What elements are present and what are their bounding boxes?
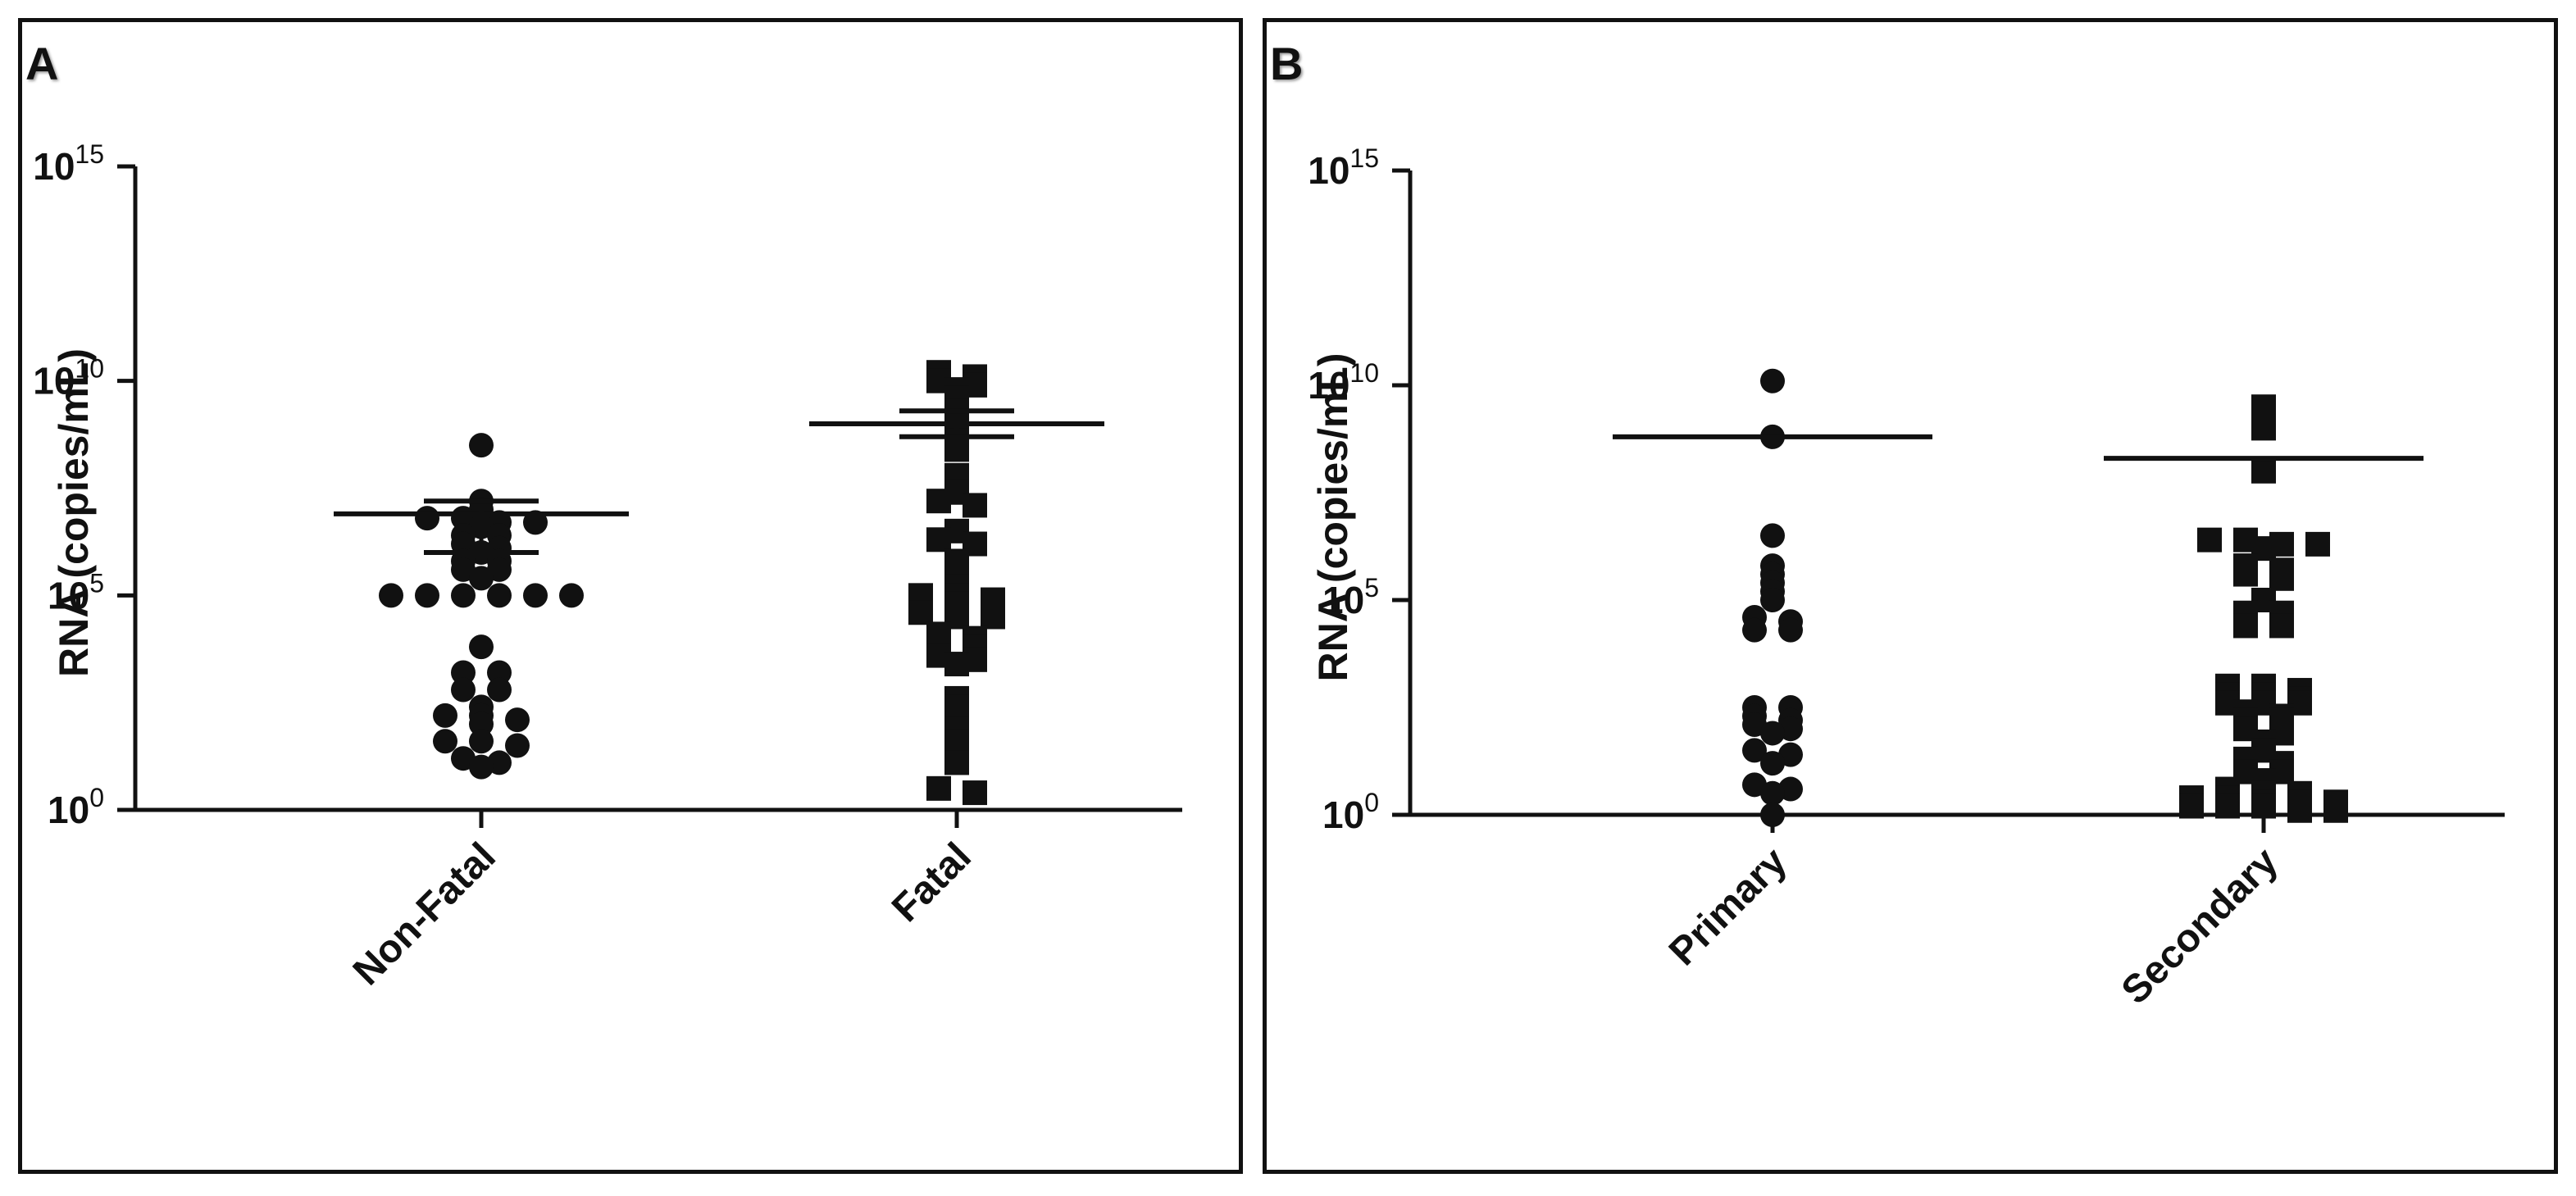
data-point-circle: [1760, 721, 1785, 746]
data-point-circle: [559, 583, 584, 608]
y-tick-label: 100: [1322, 788, 1379, 836]
data-point-circle: [469, 729, 494, 754]
data-point-circle: [1760, 751, 1785, 776]
x-tick-label: Secondary: [2114, 839, 2287, 1012]
data-point-circle: [487, 583, 512, 608]
data-point-square: [944, 652, 969, 677]
data-point-circle: [1760, 803, 1785, 827]
x-tick-label: Fatal: [884, 834, 980, 930]
data-point-square: [2179, 794, 2204, 819]
data-point-circle: [505, 733, 530, 758]
y-tick-label: 105: [1322, 573, 1379, 621]
data-point-square: [944, 694, 969, 720]
data-point-square: [926, 489, 951, 514]
data-point-square: [981, 604, 1005, 630]
data-point-square: [2251, 458, 2276, 484]
data-point-square: [926, 775, 951, 801]
data-point-square: [2233, 562, 2258, 587]
data-point-square: [908, 600, 933, 625]
data-point-square: [2197, 527, 2222, 553]
data-point-circle: [1760, 368, 1785, 393]
data-point-circle: [1742, 738, 1767, 763]
data-point-square: [963, 493, 987, 518]
data-point-square: [2233, 613, 2258, 639]
data-point-circle: [469, 712, 494, 737]
data-point-circle: [505, 707, 530, 733]
data-point-circle: [469, 433, 494, 458]
y-tick-label: 1015: [33, 139, 104, 188]
y-tick-label: 105: [48, 568, 104, 616]
chart-b-svg: B 100 105 1010 1015 RNA (copies/mL) Primary Sec…: [1270, 38, 2505, 1012]
data-point-circle: [433, 703, 457, 728]
data-point-circle: [433, 729, 457, 754]
data-point-square: [2251, 416, 2276, 441]
data-point-square: [944, 437, 969, 462]
data-point-square: [2269, 566, 2294, 591]
data-point-square: [963, 780, 987, 806]
data-point-circle: [523, 583, 548, 608]
data-point-circle: [469, 754, 494, 780]
panel-b: B 100 105 1010 1015 RNA (copies/mL) Primary Sec…: [1263, 18, 2558, 1174]
panel-a: A 100 105 1010 1015 RNA (copies/mL) Non-Fatal F…: [18, 18, 1243, 1174]
y-axis-label: RNA (copies/mL): [1310, 353, 1356, 682]
data-point-square: [944, 729, 969, 754]
data-point-circle: [415, 506, 439, 531]
y-tick-label: 1015: [1308, 143, 1379, 192]
data-point-square: [2251, 794, 2276, 819]
data-point-circle: [1742, 617, 1767, 643]
data-point-circle: [487, 677, 512, 703]
data-point-square: [2215, 794, 2240, 819]
panel-letter: B: [1270, 38, 1303, 89]
x-tick-label: Primary: [1661, 839, 1795, 974]
data-point-circle: [469, 634, 494, 660]
data-point-square: [926, 527, 951, 553]
data-point-circle: [1760, 523, 1785, 548]
data-point-circle: [1760, 780, 1785, 806]
panel-letter: A: [25, 38, 58, 89]
data-point-circle: [451, 660, 476, 685]
data-point-square: [944, 750, 969, 775]
chart-a-svg: A 100 105 1010 1015 RNA (copies/mL) Non-Fatal F…: [25, 38, 1182, 994]
data-point-square: [2269, 613, 2294, 639]
data-point-circle: [487, 660, 512, 685]
data-point-square: [2287, 798, 2312, 823]
data-point-square: [2251, 394, 2276, 420]
data-point-circle: [1778, 617, 1803, 643]
data-point-circle: [451, 583, 476, 608]
x-tick-label: Non-Fatal: [345, 834, 504, 994]
data-point-circle: [469, 566, 494, 591]
y-tick-label: 100: [48, 783, 104, 831]
data-point-circle: [415, 583, 439, 608]
data-point-circle: [379, 583, 403, 608]
data-point-circle: [451, 677, 476, 703]
y-axis-label: RNA (copies/mL): [51, 348, 97, 677]
data-point-square: [2305, 531, 2330, 557]
y-tick-label: 1010: [33, 354, 104, 402]
y-tick-label: 1010: [1308, 358, 1379, 407]
data-point-circle: [1760, 588, 1785, 612]
data-point-square: [2323, 798, 2348, 823]
